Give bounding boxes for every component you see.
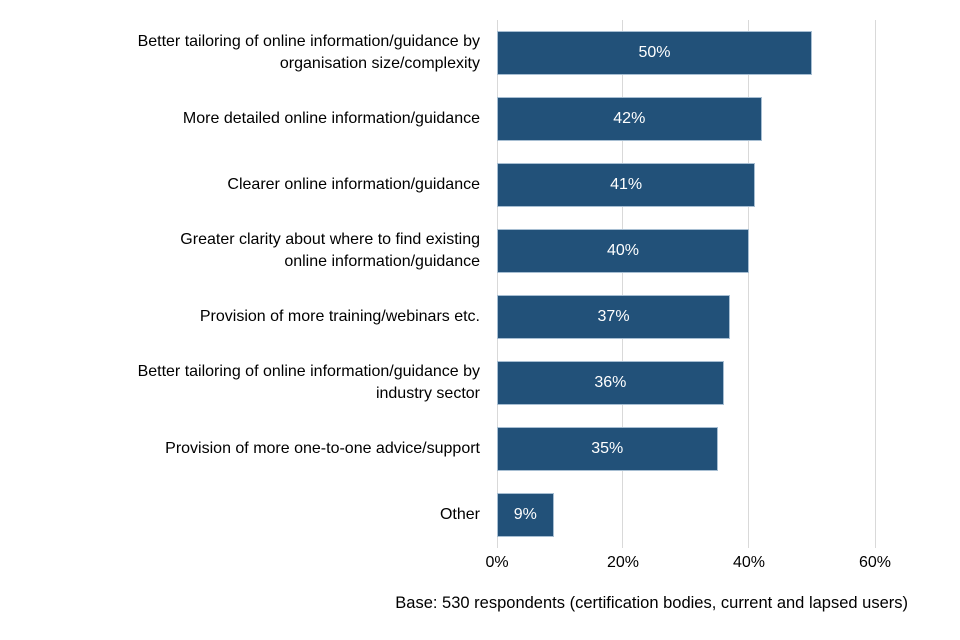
bar-track: 37% [497, 295, 875, 339]
category-label: Better tailoring of online information/g… [137, 33, 480, 72]
category-label: Better tailoring of online information/g… [137, 363, 480, 402]
bar: 40% [497, 229, 749, 273]
bar-row: Provision of more training/webinars etc.… [0, 284, 960, 350]
plot-area [496, 20, 876, 548]
bar: 50% [497, 31, 812, 75]
bar-track: 40% [497, 229, 875, 273]
bar-row: Greater clarity about where to find exis… [0, 218, 960, 284]
gridline [496, 20, 498, 548]
bar: 36% [497, 361, 724, 405]
x-tick-label: 20% [606, 554, 640, 571]
bar-value-label: 37% [597, 308, 630, 325]
bar-value-label: 40% [606, 242, 640, 259]
bar: 35% [497, 427, 718, 471]
category-label: Provision of more training/webinars etc. [199, 308, 480, 325]
bar-row: Better tailoring of online information/g… [0, 350, 960, 416]
gridline [874, 20, 876, 548]
category-label: Other [439, 506, 480, 523]
category-label: More detailed online information/guidanc… [182, 110, 480, 127]
category-label: Provision of more one-to-one advice/supp… [165, 440, 480, 457]
bar-row: Better tailoring of online information/g… [0, 20, 960, 86]
bar-track: 35% [497, 427, 875, 471]
gridline [748, 20, 750, 548]
bar: 42% [497, 97, 762, 141]
bar-track: 36% [497, 361, 875, 405]
base-note: Base: 530 respondents (certification bod… [395, 594, 908, 612]
bar-track: 41% [497, 163, 875, 207]
bar: 41% [497, 163, 756, 207]
bar-value-label: 50% [638, 44, 671, 61]
bar: 9% [497, 493, 554, 537]
bar-row: Clearer online information/guidance 41% [0, 152, 960, 218]
bar-row: Other 9% [0, 482, 960, 548]
x-tick-label: 60% [858, 554, 892, 571]
x-tick-label: 40% [732, 554, 766, 571]
category-label: Clearer online information/guidance [227, 176, 480, 193]
bar-row: More detailed online information/guidanc… [0, 86, 960, 152]
bar-value-label: 41% [610, 176, 643, 193]
bar-value-label: 9% [513, 506, 537, 523]
bar-value-label: 42% [613, 110, 646, 127]
bar-track: 50% [497, 31, 875, 75]
x-tick-label: 0% [485, 554, 509, 571]
bar-track: 9% [497, 493, 875, 537]
x-axis: 0% 20% 40% 60% [485, 554, 891, 578]
bar-rows: Better tailoring of online information/g… [0, 20, 960, 548]
bar-value-label: 35% [591, 440, 624, 457]
bar: 37% [497, 295, 731, 339]
bar-row: Provision of more one-to-one advice/supp… [0, 416, 960, 482]
bar-value-label: 36% [594, 374, 627, 391]
gridline [622, 20, 624, 548]
bar-track: 42% [497, 97, 875, 141]
category-label: Greater clarity about where to find exis… [180, 231, 480, 270]
